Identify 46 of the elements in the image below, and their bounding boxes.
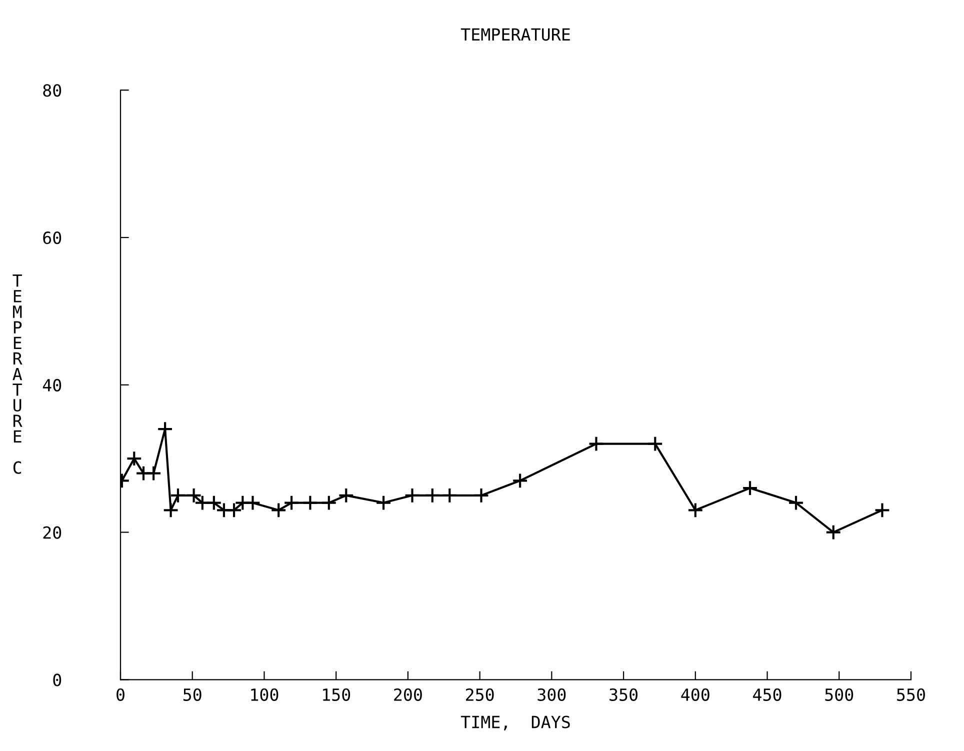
point <box>186 487 202 504</box>
point <box>687 502 704 518</box>
point <box>157 421 174 438</box>
point <box>473 487 490 504</box>
point <box>874 502 890 518</box>
point <box>512 472 528 489</box>
y-tick-label: 80 <box>43 84 62 97</box>
point <box>270 502 287 518</box>
point <box>302 494 318 511</box>
chart-title: TEMPERATURE <box>460 28 570 41</box>
x-tick-label: 350 <box>610 688 638 701</box>
point <box>825 524 842 540</box>
point <box>588 436 604 452</box>
text: TEMPERATURE C <box>12 274 22 474</box>
point <box>284 494 300 511</box>
y-tick-label: 20 <box>43 526 62 539</box>
point <box>647 436 664 452</box>
point <box>376 494 392 511</box>
point <box>162 502 179 518</box>
point <box>126 450 142 467</box>
x-tick-label: 50 <box>183 688 202 701</box>
x-tick-label: 500 <box>825 688 854 701</box>
x-tick-label: 550 <box>897 688 925 701</box>
x-tick-label: 200 <box>394 688 422 701</box>
x-tick-label: 250 <box>466 688 494 701</box>
point <box>442 487 458 504</box>
x-axis-title: TIME, DAYS <box>460 716 570 730</box>
point <box>788 494 804 511</box>
point <box>742 480 758 496</box>
y-tick-label: 60 <box>43 232 62 244</box>
x-tick-label: 100 <box>251 688 278 701</box>
point <box>146 465 162 482</box>
point <box>244 494 261 511</box>
x-tick-label: 150 <box>323 688 350 701</box>
point <box>320 494 337 511</box>
y-tick-label: 40 <box>42 378 62 392</box>
point <box>206 494 222 511</box>
point <box>170 487 186 504</box>
x-tick-label: 300 <box>538 688 566 701</box>
y-tick-label: 0 <box>53 674 62 686</box>
point <box>404 487 420 504</box>
point <box>338 487 354 504</box>
point <box>424 487 440 504</box>
x-tick-label: 400 <box>681 688 710 701</box>
x-tick-label: 450 <box>753 688 782 701</box>
x-tick-label: 0 <box>116 688 124 701</box>
